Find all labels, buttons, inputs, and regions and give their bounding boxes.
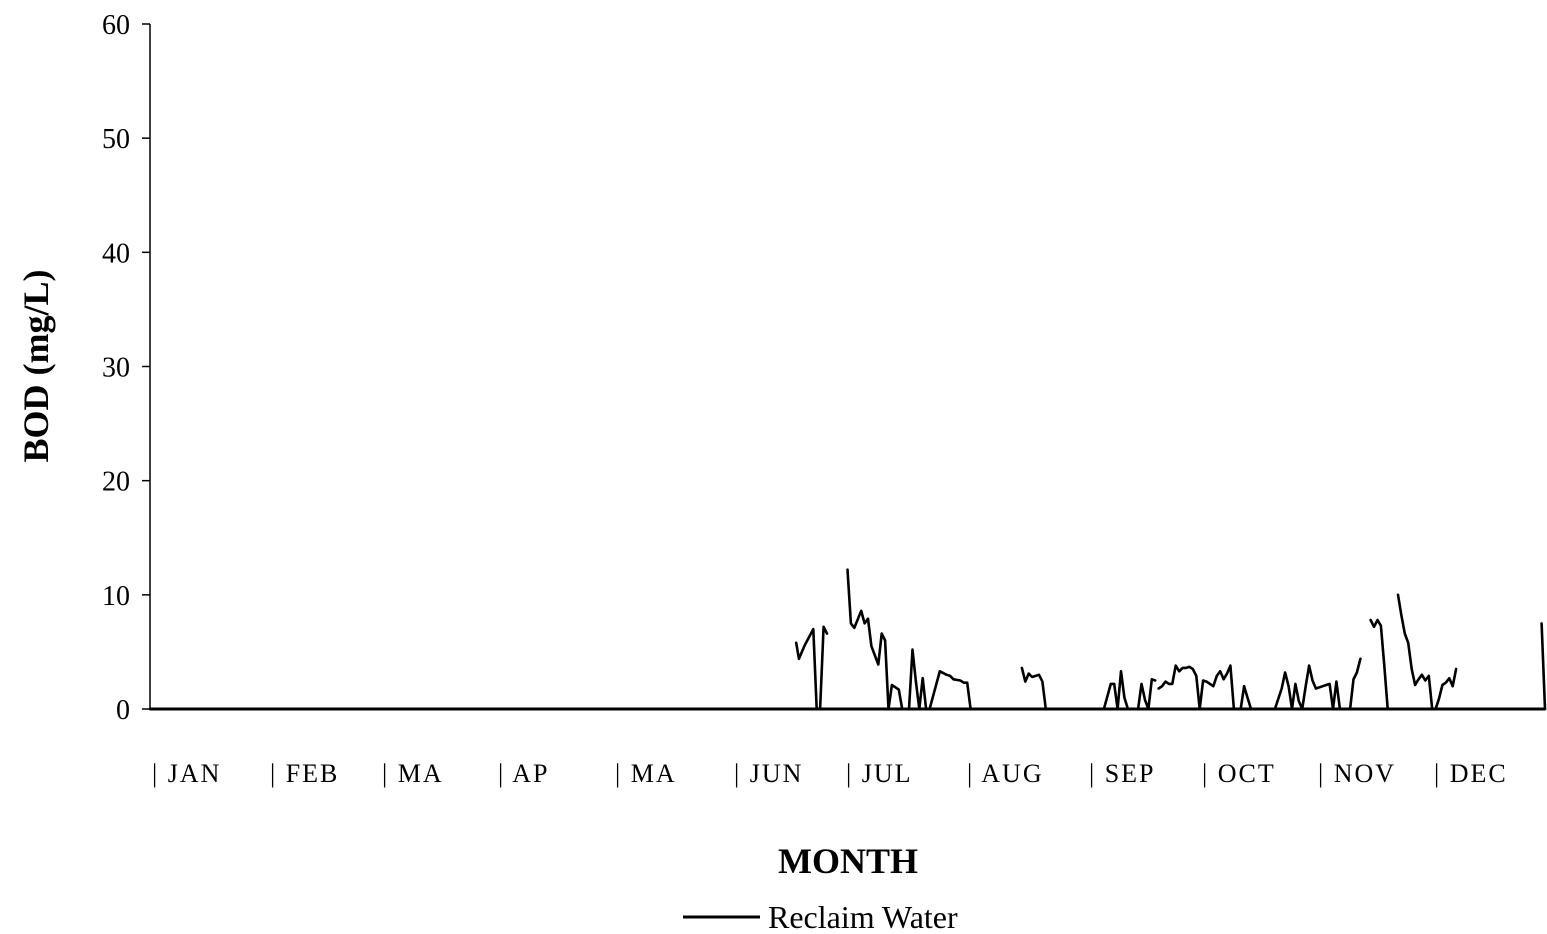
y-tick-label: 20 [102, 467, 130, 498]
month-label: | SEP [1089, 759, 1156, 788]
series-line-reclaim-water [1369, 618, 1400, 711]
y-tick-label: 50 [102, 124, 130, 155]
series-line-reclaim-water [1157, 657, 1362, 711]
month-label: | JUL [846, 759, 912, 788]
series-layer [148, 568, 1547, 711]
month-label: | AP [498, 759, 550, 788]
y-axis: 0 10 20 30 40 50 60 [102, 10, 151, 726]
y-tick-label: 0 [116, 695, 130, 726]
y-axis-title: BOD (mg/L) [16, 270, 56, 463]
series-line-reclaim-water [1020, 666, 1157, 711]
month-label: | FEB [270, 759, 339, 788]
y-tick-label: 60 [102, 10, 130, 41]
month-label: | DEC [1434, 759, 1508, 788]
month-label: | MA [615, 759, 677, 788]
month-label: | NOV [1318, 759, 1396, 788]
x-axis-title: MONTH [778, 841, 918, 881]
month-label: | OCT [1202, 759, 1276, 788]
month-label: | JUN [734, 759, 803, 788]
legend: Reclaim Water [683, 899, 958, 934]
series-line-reclaim-water [846, 568, 972, 711]
legend-label-reclaim-water: Reclaim Water [768, 899, 958, 934]
month-label: | MA [382, 759, 444, 788]
y-tick-label: 30 [102, 353, 130, 384]
series-line-reclaim-water [794, 625, 829, 711]
y-tick-label: 10 [102, 581, 130, 612]
y-tick-label: 40 [102, 238, 130, 269]
month-label: | JAN [152, 759, 221, 788]
series-line-reclaim-water [1396, 593, 1458, 711]
month-label: | AUG [967, 759, 1044, 788]
month-labels: | JAN | FEB | MA | AP | MA | JUN | JUL | AUG | S… [152, 759, 1508, 788]
series-line-reclaim-water [1540, 622, 1547, 711]
